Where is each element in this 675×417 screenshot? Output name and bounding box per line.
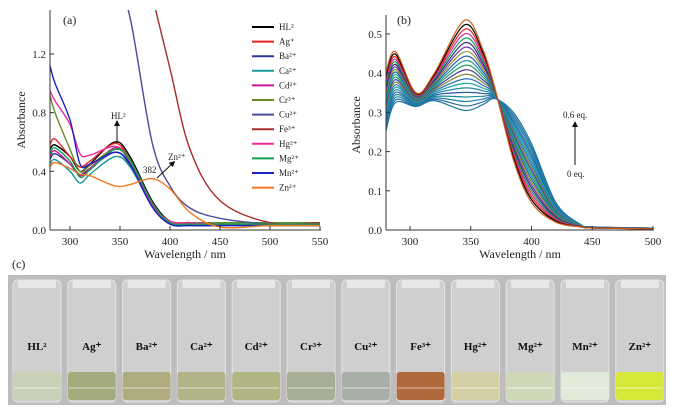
legend-label: Mg²⁺ — [279, 153, 299, 163]
hl-annotation: HL² — [111, 111, 126, 121]
y-tick-label: 0.4 — [32, 166, 46, 178]
x-tick-label: 450 — [584, 236, 601, 248]
panel-a-chart: (a) 300 350 400 450 500 550 0.0 0.4 0.8 1.2 Wavel… — [14, 10, 329, 261]
y-tick-label: 0.1 — [368, 186, 382, 198]
x-tick-label: 500 — [645, 236, 662, 248]
legend-label: Fe³⁺ — [279, 124, 296, 134]
legend-label: Ba²⁺ — [279, 51, 297, 61]
vial: Ca²⁺ — [176, 279, 226, 403]
vial: Cr³⁺ — [286, 279, 336, 403]
vial-label: Mg²⁺ — [518, 341, 543, 353]
panel-b-chart: (b) 300 350 400 450 500 0.0 0.1 0.2 0.3 0.4 0.5 Wa… — [349, 13, 662, 261]
vial: HL² — [12, 279, 62, 403]
x-tick-label: 300 — [62, 236, 79, 248]
legend-label: Zn²⁺ — [279, 183, 297, 193]
legend-label: Cu²⁺ — [279, 110, 297, 120]
curve-5 — [50, 94, 320, 225]
x-tick-label: 350 — [112, 236, 129, 248]
curve-10 — [50, 65, 320, 227]
zn-annotation: Zn²⁺ — [168, 152, 186, 162]
x-tick-label: 400 — [523, 236, 540, 248]
curve-6 — [127, 10, 321, 227]
vial-label: Cr³⁺ — [300, 341, 322, 353]
legend-label: Cr³⁺ — [279, 95, 296, 105]
y-tick-label: 0.0 — [32, 225, 46, 237]
vial: Mg²⁺ — [505, 279, 555, 403]
panel-a-ylabel: Absorbance — [14, 91, 28, 148]
x-tick-label: 400 — [162, 236, 179, 248]
vial-label: Ba²⁺ — [136, 341, 158, 353]
vial: Zn²⁺ — [615, 279, 665, 403]
x-tick-label: 300 — [402, 236, 419, 248]
vial: Mn²⁺ — [560, 279, 610, 403]
y-tick-label: 0.0 — [368, 225, 382, 237]
x-tick-label: 500 — [262, 236, 279, 248]
vial-label: Fe³⁺ — [410, 341, 431, 353]
y-tick-label: 1.2 — [32, 49, 46, 61]
legend-label: Mn²⁺ — [279, 168, 299, 178]
legend-label: HL² — [279, 22, 294, 32]
panel-a-legend: HL² Ag⁺ Ba²⁺ Ca²⁺ Cd²⁺ Cr³⁺ Cu²⁺ Fe³⁺ Hg²⁺ Mg²⁺ Mn… — [252, 22, 299, 193]
vial-label: Zn²⁺ — [629, 341, 652, 353]
eq-top-annotation: 0.6 eq. — [563, 110, 587, 120]
vial: Ba²⁺ — [122, 279, 172, 403]
vial-label: Cu²⁺ — [354, 341, 377, 353]
vial-label: Hg²⁺ — [464, 341, 487, 353]
y-tick-label: 0.5 — [368, 29, 382, 41]
y-tick-label: 0.3 — [368, 107, 382, 119]
vial: Fe³⁺ — [396, 279, 446, 403]
vials-photo: HL² Ag⁺ Ba²⁺ Ca²⁺ Cd²⁺ Cr³⁺ Cu²⁺ Fe³⁺ Hg²⁺ Mg²⁺ Mn… — [8, 275, 666, 405]
curve-9 — [50, 147, 320, 226]
panel-b-curves — [386, 19, 654, 230]
panel-c-label: (c) — [12, 257, 25, 271]
vial-label: Cd²⁺ — [245, 341, 268, 353]
vial-label: Ca²⁺ — [190, 341, 213, 353]
vial-label: Mn²⁺ — [572, 341, 598, 353]
eq-bottom-annotation: 0 eq. — [567, 169, 585, 179]
panel-b-label: (b) — [397, 13, 411, 27]
x-tick-label: 450 — [212, 236, 229, 248]
panel-b-ylabel: Absorbance — [349, 96, 363, 153]
vial: Ag⁺ — [67, 279, 117, 403]
y-tick-label: 0.8 — [32, 108, 46, 120]
legend-label: Ca²⁺ — [279, 66, 297, 76]
vial-label: Ag⁺ — [82, 341, 101, 353]
x-tick-label: 550 — [312, 236, 329, 248]
curve-7 — [154, 10, 321, 225]
y-tick-label: 0.2 — [368, 147, 382, 159]
panel-a-ticks: 300 350 400 450 500 550 0.0 0.4 0.8 1.2 — [32, 49, 329, 248]
legend-label: Ag⁺ — [279, 37, 295, 47]
vial: Cd²⁺ — [231, 279, 281, 403]
legend-label: Cd²⁺ — [279, 80, 297, 90]
panel-a-xlabel: Wavelength / nm — [144, 247, 226, 261]
vial-label: HL² — [27, 341, 47, 353]
zn-arrow — [156, 160, 176, 179]
panel-b-ticks: 300 350 400 450 500 0.0 0.1 0.2 0.3 0.4 0.5 — [368, 29, 662, 248]
panel-a-label: (a) — [63, 13, 76, 27]
vial: Cu²⁺ — [341, 279, 391, 403]
vial: Hg²⁺ — [450, 279, 500, 403]
titration-curve-0 — [386, 19, 654, 230]
legend-label: Hg²⁺ — [279, 139, 298, 149]
panel-b-xlabel: Wavelength / nm — [479, 247, 561, 261]
panel-a-curves — [50, 10, 321, 229]
y-tick-label: 0.4 — [368, 68, 382, 80]
peak-382-annotation: 382 — [143, 165, 157, 175]
x-tick-label: 350 — [463, 236, 480, 248]
